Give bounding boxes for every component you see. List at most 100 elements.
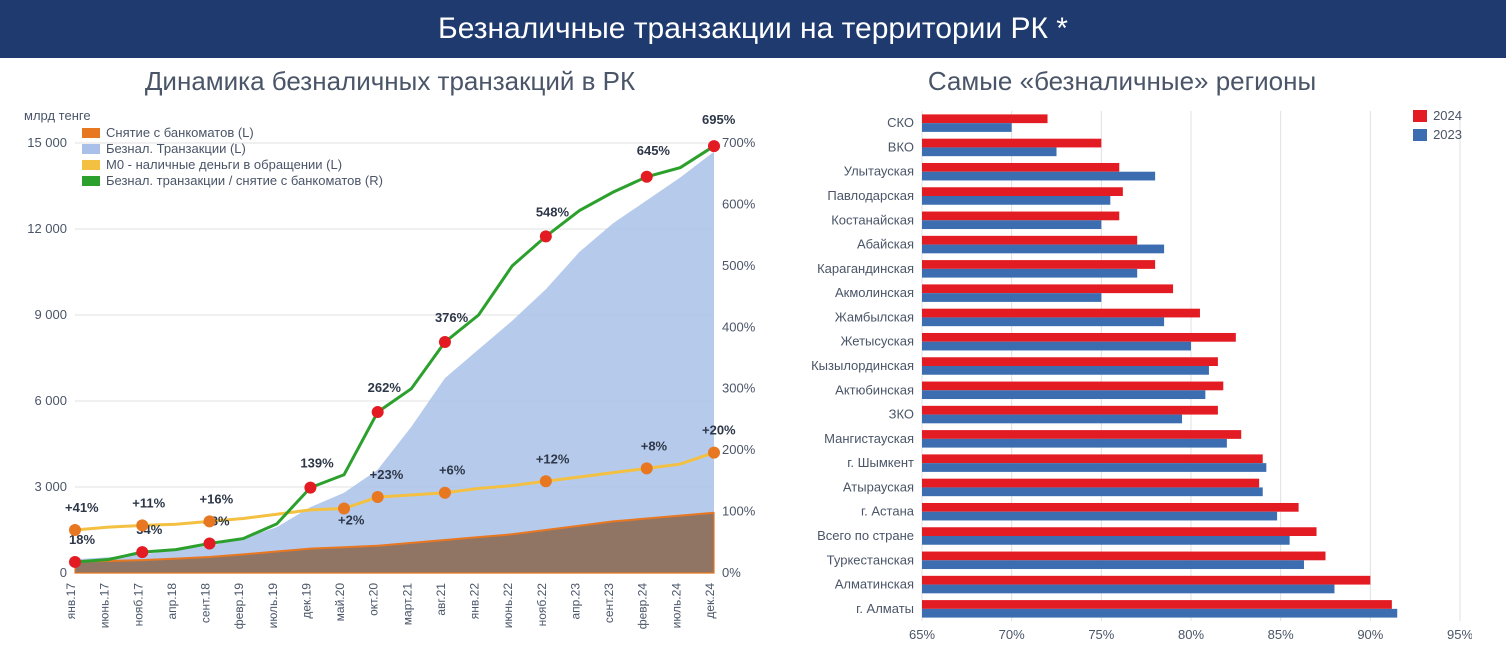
svg-text:ЗКО: ЗКО (889, 407, 914, 422)
svg-text:95%: 95% (1447, 627, 1472, 642)
svg-text:янв.22: янв.22 (468, 583, 482, 620)
svg-text:139%: 139% (300, 456, 334, 471)
svg-text:500%: 500% (722, 258, 756, 273)
svg-text:600%: 600% (722, 196, 756, 211)
svg-text:12 000: 12 000 (27, 221, 67, 236)
svg-text:июнь.17: июнь.17 (98, 583, 112, 629)
legend-row-atm: Снятие с банкоматов (L) (82, 125, 383, 140)
svg-text:СКО: СКО (887, 115, 914, 130)
right-legend: 2024 2023 (1413, 108, 1462, 146)
right-chart-title: Самые «безналичные» регионы (772, 66, 1472, 97)
svg-text:май.20: май.20 (333, 583, 347, 622)
svg-text:80%: 80% (1178, 627, 1204, 642)
svg-text:9 000: 9 000 (34, 307, 67, 322)
legend-swatch-2024 (1413, 110, 1427, 122)
svg-text:+8%: +8% (641, 438, 668, 453)
svg-text:300%: 300% (722, 381, 756, 396)
svg-text:Туркестанская: Туркестанская (827, 552, 914, 567)
svg-text:+23%: +23% (370, 467, 404, 482)
legend-label-2023: 2023 (1433, 127, 1462, 142)
svg-text:Абайская: Абайская (857, 237, 914, 252)
header-title: Безналичные транзакции на территории РК … (438, 12, 1068, 45)
svg-text:+11%: +11% (132, 495, 165, 510)
legend-swatch-ratio (82, 176, 100, 186)
svg-text:85%: 85% (1268, 627, 1294, 642)
legend-swatch-2023 (1413, 129, 1427, 141)
svg-text:+16%: +16% (200, 491, 234, 506)
left-chart-title: Динамика безналичных транзакций в РК (20, 66, 760, 97)
svg-text:апр.18: апр.18 (165, 583, 179, 620)
svg-text:Жетысуская: Жетысуская (840, 334, 914, 349)
legend-label-m0: М0 - наличные деньги в обращении (L) (106, 157, 342, 172)
legend-row-cashless: Безнал. Транзакции (L) (82, 141, 383, 156)
svg-text:548%: 548% (536, 204, 570, 219)
svg-text:февр.24: февр.24 (636, 583, 650, 630)
legend-swatch-m0 (82, 160, 100, 170)
svg-text:376%: 376% (435, 310, 469, 325)
svg-text:Павлодарская: Павлодарская (827, 188, 914, 203)
right-chart-svg: 65% 70% 75% 80% 85% 90% 95% СКО ВКО Улытауская Пав… (772, 101, 1472, 661)
left-legend: млрд тенге Снятие с банкоматов (L) Безна… (82, 108, 383, 189)
svg-text:июнь.22: июнь.22 (501, 583, 515, 629)
legend-label-ratio: Безнал. транзакции / снятие с банкоматов… (106, 173, 383, 188)
svg-text:ВКО: ВКО (888, 139, 914, 154)
svg-text:сент.18: сент.18 (199, 583, 213, 623)
svg-text:700%: 700% (722, 135, 756, 150)
svg-text:Алматинская: Алматинская (835, 577, 914, 592)
page-header: Безналичные транзакции на территории РК … (0, 0, 1506, 58)
legend-row-m0: М0 - наличные деньги в обращении (L) (82, 157, 383, 172)
svg-text:6 000: 6 000 (34, 393, 67, 408)
svg-text:3 000: 3 000 (34, 479, 67, 494)
svg-text:г. Астана: г. Астана (861, 504, 915, 519)
legend-label-2024: 2024 (1433, 108, 1462, 123)
legend-label-atm: Снятие с банкоматов (L) (106, 125, 254, 140)
svg-text:75%: 75% (1088, 627, 1114, 642)
svg-text:65%: 65% (909, 627, 935, 642)
svg-text:г. Алматы: г. Алматы (856, 601, 914, 616)
svg-text:90%: 90% (1357, 627, 1383, 642)
svg-text:+20%: +20% (702, 423, 736, 438)
y-axis-label: млрд тенге (24, 108, 383, 123)
legend-swatch-cashless (82, 144, 100, 154)
svg-text:авг.21: авг.21 (434, 583, 448, 616)
svg-text:+6%: +6% (439, 463, 466, 478)
svg-text:Актюбинская: Актюбинская (835, 382, 914, 397)
svg-text:+2%: +2% (338, 513, 365, 528)
svg-text:февр.19: февр.19 (232, 583, 246, 630)
legend-row-2024: 2024 (1413, 108, 1462, 123)
svg-text:695%: 695% (702, 112, 736, 127)
legend-swatch-atm (82, 128, 100, 138)
svg-text:окт.20: окт.20 (367, 583, 381, 616)
svg-text:645%: 645% (637, 143, 671, 158)
left-chart-panel: Динамика безналичных транзакций в РК млр… (20, 66, 760, 656)
right-chart-panel: Самые «безналичные» регионы 2024 2023 65… (772, 66, 1472, 656)
legend-label-cashless: Безнал. Транзакции (L) (106, 141, 246, 156)
svg-text:Карагандинская: Карагандинская (817, 261, 914, 276)
svg-text:дек.19: дек.19 (299, 583, 313, 619)
svg-text:70%: 70% (999, 627, 1025, 642)
svg-text:15 000: 15 000 (27, 135, 67, 150)
svg-text:июль.24: июль.24 (669, 583, 683, 629)
svg-text:400%: 400% (722, 319, 756, 334)
svg-text:Акмолинская: Акмолинская (835, 285, 914, 300)
svg-text:262%: 262% (368, 380, 402, 395)
svg-text:0%: 0% (722, 565, 741, 580)
svg-text:100%: 100% (722, 504, 756, 519)
svg-text:Костанайская: Костанайская (831, 212, 914, 227)
svg-text:апр.23: апр.23 (568, 583, 582, 620)
svg-text:март.21: март.21 (400, 583, 414, 626)
svg-text:0: 0 (60, 565, 67, 580)
svg-text:Атырауская: Атырауская (843, 479, 914, 494)
svg-text:Мангистауская: Мангистауская (824, 431, 914, 446)
panels: Динамика безналичных транзакций в РК млр… (0, 58, 1506, 664)
svg-text:Всего по стране: Всего по стране (817, 528, 914, 543)
svg-text:янв.17: янв.17 (64, 583, 78, 620)
svg-text:Жамбылская: Жамбылская (835, 309, 914, 324)
svg-text:200%: 200% (722, 442, 756, 457)
svg-text:сент.23: сент.23 (602, 583, 616, 623)
svg-text:Улытауская: Улытауская (844, 164, 914, 179)
svg-text:нояб.17: нояб.17 (131, 583, 145, 627)
svg-text:дек.24: дек.24 (703, 583, 717, 619)
legend-row-2023: 2023 (1413, 127, 1462, 142)
svg-text:нояб.22: нояб.22 (535, 583, 549, 627)
